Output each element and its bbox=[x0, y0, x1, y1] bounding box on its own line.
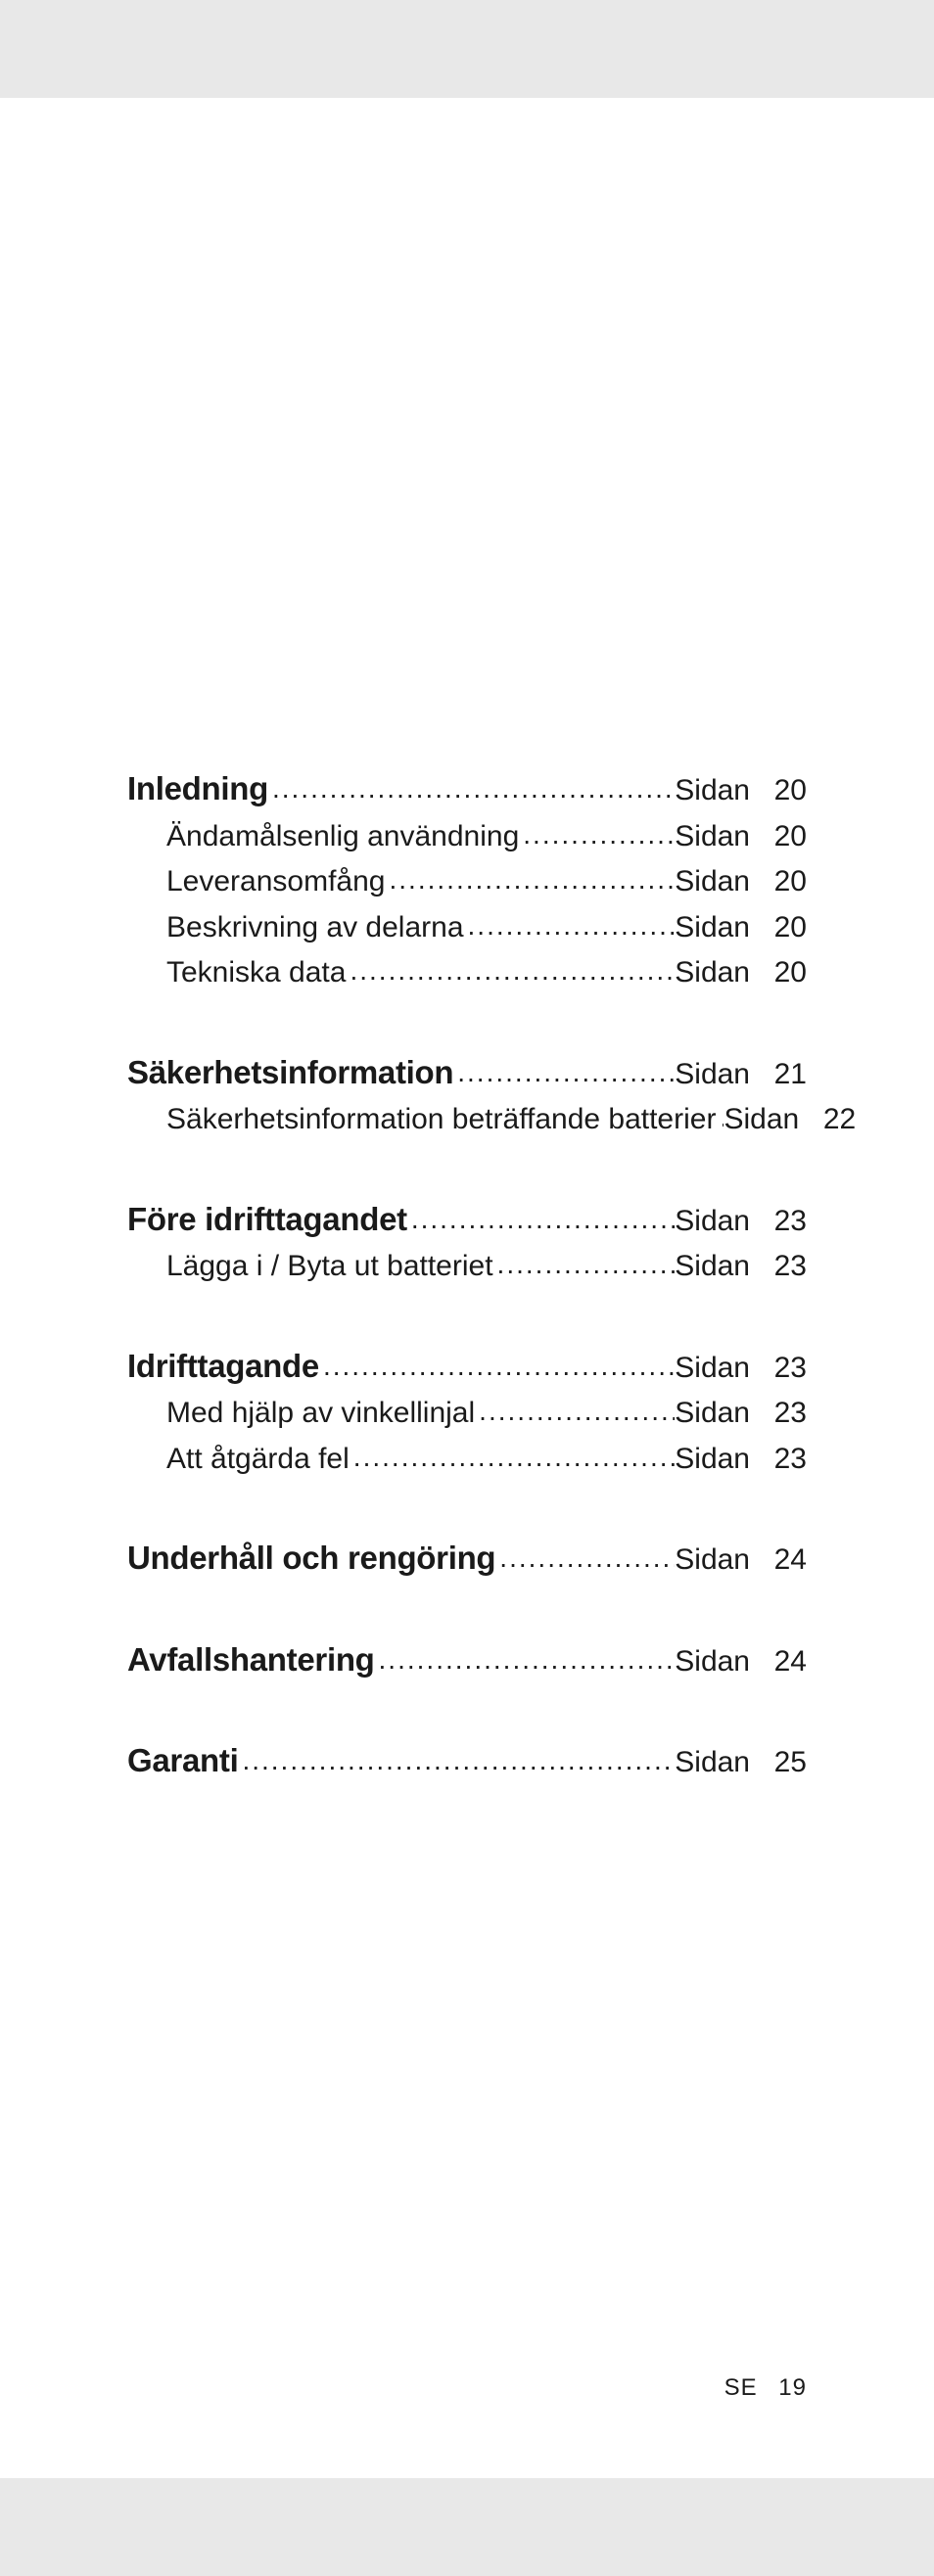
toc-heading-row: Säkerhetsinformation Sidan21 bbox=[127, 1047, 807, 1098]
toc-page-number: 20 bbox=[766, 859, 807, 905]
toc-leader bbox=[350, 1436, 675, 1478]
toc-page-word: Sidan bbox=[675, 859, 766, 905]
toc-page-word: Sidan bbox=[675, 1740, 766, 1786]
toc-leader bbox=[475, 1390, 675, 1432]
toc-page-word: Sidan bbox=[675, 1199, 766, 1245]
toc-section: InledningSidan20Ändamålsenlig användning… bbox=[127, 763, 807, 996]
document-page: InledningSidan20Ändamålsenlig användning… bbox=[0, 98, 934, 2478]
toc-label: Med hjälp av vinkellinjal bbox=[127, 1391, 475, 1437]
toc-leader bbox=[493, 1243, 676, 1285]
toc-heading-row: Före idrifttagandet Sidan23 bbox=[127, 1194, 807, 1245]
toc-page-number: 23 bbox=[766, 1199, 807, 1245]
toc-page-number: 20 bbox=[766, 768, 807, 814]
toc-sub-row: Beskrivning av delarna Sidan20 bbox=[127, 905, 807, 951]
toc-page-word: Sidan bbox=[724, 1097, 815, 1143]
toc-label: Ändamålsenlig användning bbox=[127, 814, 519, 860]
toc-leader bbox=[453, 1051, 675, 1093]
toc-page-number: 20 bbox=[766, 814, 807, 860]
toc-label: Underhåll och rengöring bbox=[127, 1533, 495, 1583]
toc-page-word: Sidan bbox=[675, 1538, 766, 1584]
toc-label: Inledning bbox=[127, 763, 268, 813]
footer-page-number: 19 bbox=[778, 2374, 807, 2401]
toc-label: Garanti bbox=[127, 1735, 238, 1785]
toc-page-number: 23 bbox=[766, 1244, 807, 1290]
toc-page-word: Sidan bbox=[675, 950, 766, 996]
toc-label: Beskrivning av delarna bbox=[127, 905, 464, 951]
toc-leader bbox=[464, 904, 676, 946]
toc-label: Avfallshantering bbox=[127, 1634, 375, 1684]
toc-page-number: 24 bbox=[766, 1538, 807, 1584]
toc-page-word: Sidan bbox=[675, 1346, 766, 1392]
toc-leader bbox=[346, 949, 675, 991]
toc-page-word: Sidan bbox=[675, 905, 766, 951]
toc-sub-row: Med hjälp av vinkellinjal Sidan23 bbox=[127, 1391, 807, 1437]
toc-sub-row: Tekniska data Sidan20 bbox=[127, 950, 807, 996]
toc-leader bbox=[319, 1345, 675, 1387]
toc-heading-row: Inledning Sidan20 bbox=[127, 763, 807, 814]
toc-label: Att åtgärda fel bbox=[127, 1437, 350, 1483]
toc-leader bbox=[268, 767, 675, 809]
toc-page-number: 23 bbox=[766, 1437, 807, 1483]
toc-heading-row: Idrifttagande Sidan23 bbox=[127, 1341, 807, 1392]
toc-page-word: Sidan bbox=[675, 1437, 766, 1483]
toc-page-number: 23 bbox=[766, 1346, 807, 1392]
page-footer: SE 19 bbox=[724, 2374, 807, 2402]
toc-page-number: 20 bbox=[766, 950, 807, 996]
toc-label: Lägga i / Byta ut batteriet bbox=[127, 1244, 493, 1290]
toc-label: Säkerhetsinformation bbox=[127, 1047, 453, 1097]
toc-page-number: 22 bbox=[815, 1097, 856, 1143]
toc-page-word: Sidan bbox=[675, 1391, 766, 1437]
toc-section: Underhåll och rengöring Sidan24 bbox=[127, 1533, 807, 1584]
toc-heading-row: Avfallshantering Sidan24 bbox=[127, 1634, 807, 1685]
toc-section: Avfallshantering Sidan24 bbox=[127, 1634, 807, 1685]
footer-country: SE bbox=[724, 2374, 771, 2401]
toc-section: IdrifttagandeSidan23Med hjälp av vinkell… bbox=[127, 1341, 807, 1483]
toc-page-number: 21 bbox=[766, 1052, 807, 1098]
toc-label: Idrifttagande bbox=[127, 1341, 319, 1391]
toc-sub-row: Leveransomfång Sidan20 bbox=[127, 859, 807, 905]
toc-leader bbox=[519, 813, 675, 855]
toc-section: Garanti Sidan25 bbox=[127, 1735, 807, 1786]
toc-leader bbox=[238, 1739, 675, 1781]
toc-leader bbox=[407, 1198, 675, 1240]
toc-label: Tekniska data bbox=[127, 950, 346, 996]
toc-label: Före idrifttagandet bbox=[127, 1194, 407, 1244]
toc-page-number: 25 bbox=[766, 1740, 807, 1786]
toc-page-word: Sidan bbox=[675, 1639, 766, 1685]
toc-heading-row: Underhåll och rengöring Sidan24 bbox=[127, 1533, 807, 1584]
toc-sub-row: Lägga i / Byta ut batteriet Sidan23 bbox=[127, 1244, 807, 1290]
toc-leader bbox=[495, 1537, 675, 1579]
toc-leader bbox=[385, 858, 675, 900]
toc-label: Säkerhetsinformation beträffande batteri… bbox=[127, 1097, 716, 1143]
toc-section: SäkerhetsinformationSidan21Säkerhetsinfo… bbox=[127, 1047, 807, 1143]
toc-leader bbox=[375, 1638, 676, 1680]
table-of-contents: InledningSidan20Ändamålsenlig användning… bbox=[127, 763, 807, 1786]
toc-leader bbox=[716, 1096, 724, 1138]
toc-page-word: Sidan bbox=[675, 1052, 766, 1098]
toc-page-number: 24 bbox=[766, 1639, 807, 1685]
toc-section: Före idrifttagandetSidan23Lägga i / Byta… bbox=[127, 1194, 807, 1290]
toc-sub-row: Säkerhetsinformation beträffande batteri… bbox=[127, 1097, 807, 1143]
toc-sub-row: Att åtgärda fel Sidan23 bbox=[127, 1437, 807, 1483]
toc-sub-row: Ändamålsenlig användning Sidan20 bbox=[127, 814, 807, 860]
toc-page-word: Sidan bbox=[675, 768, 766, 814]
toc-page-word: Sidan bbox=[675, 1244, 766, 1290]
toc-page-number: 20 bbox=[766, 905, 807, 951]
toc-label: Leveransomfång bbox=[127, 859, 385, 905]
toc-page-number: 23 bbox=[766, 1391, 807, 1437]
toc-page-word: Sidan bbox=[675, 814, 766, 860]
toc-heading-row: Garanti Sidan25 bbox=[127, 1735, 807, 1786]
